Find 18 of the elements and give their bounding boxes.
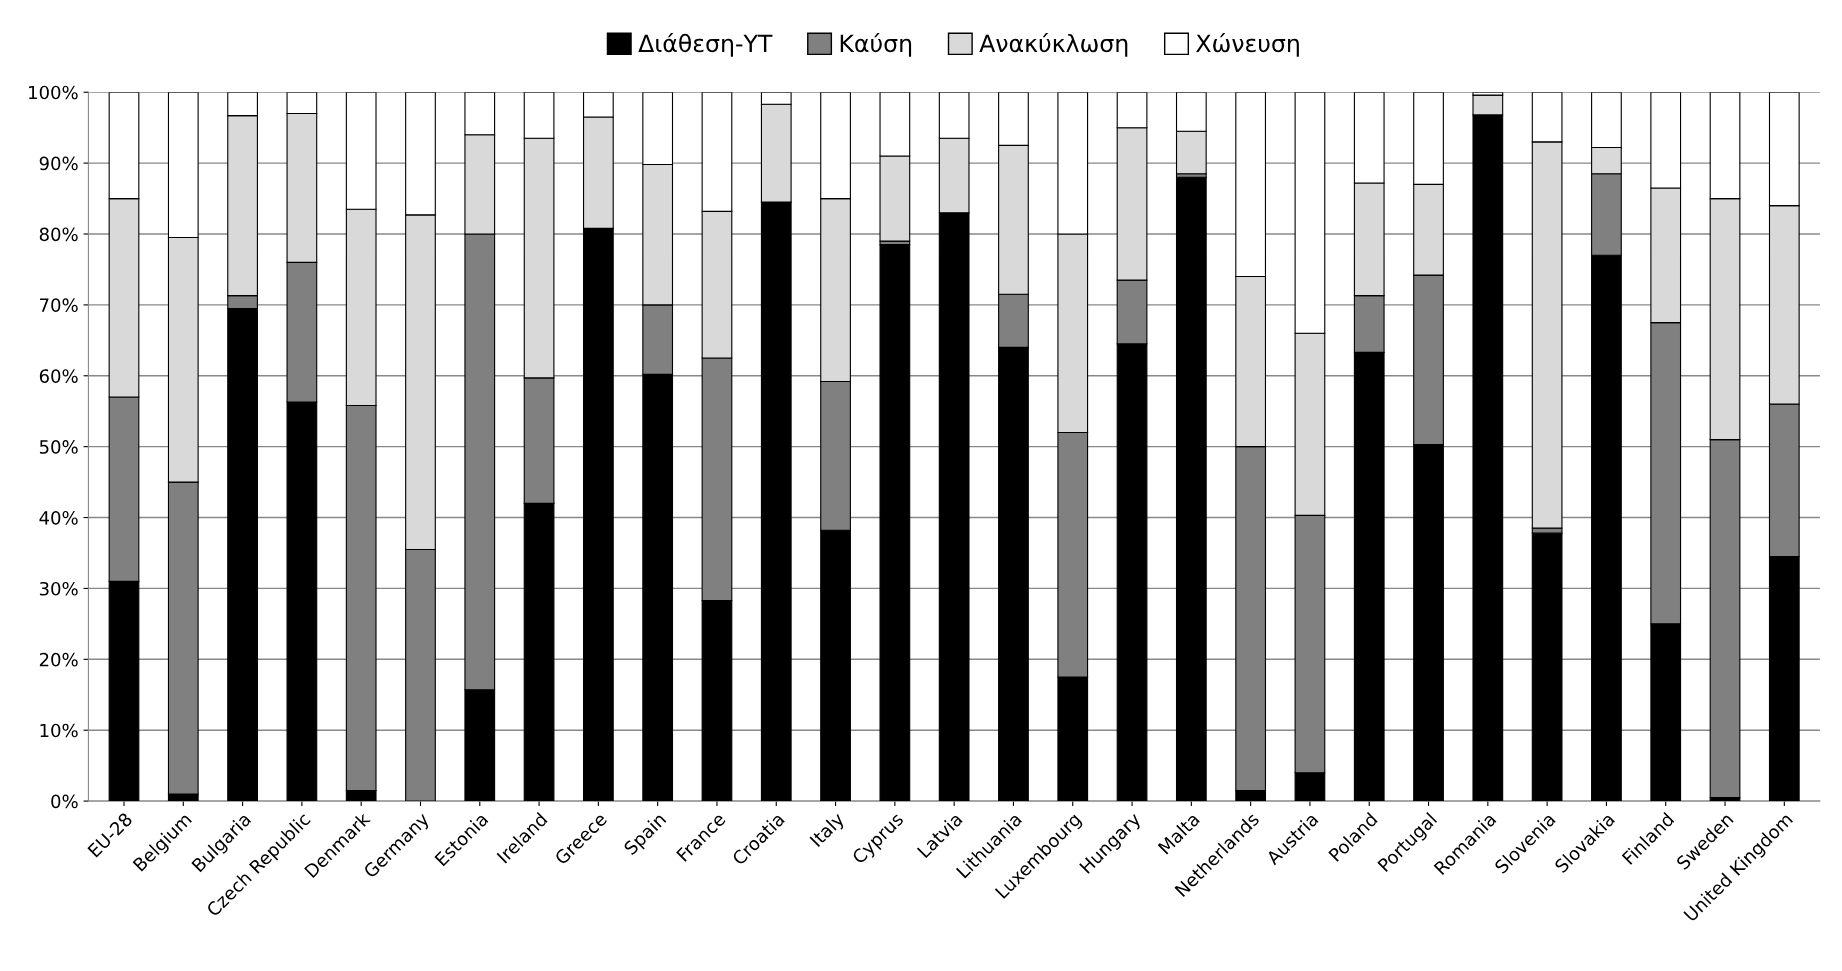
y-tick-label: 90% <box>39 156 78 171</box>
legend-label: Ανακύκλωση <box>979 33 1128 57</box>
y-tick-label: 50% <box>39 440 78 454</box>
bar <box>1531 532 1563 802</box>
y-tick-label: 60% <box>39 369 78 383</box>
bar <box>879 244 911 802</box>
y-tick-label: 40% <box>39 511 78 525</box>
y-tick-label: 100% <box>29 85 78 100</box>
y-tick-label: 30% <box>39 581 78 596</box>
legend-label: Διάθεση-ΥΤ <box>638 33 773 57</box>
legend-label: Καύση <box>840 33 912 57</box>
y-tick-label: 10% <box>40 723 78 738</box>
y-tick-label: 80% <box>39 227 78 242</box>
legend-label: Χώνευση <box>1196 33 1299 57</box>
y-tick-label: 0% <box>51 794 78 809</box>
y-tick-label: 20% <box>39 652 78 667</box>
bar <box>1175 176 1207 802</box>
y-tick-label: 70% <box>40 298 78 313</box>
